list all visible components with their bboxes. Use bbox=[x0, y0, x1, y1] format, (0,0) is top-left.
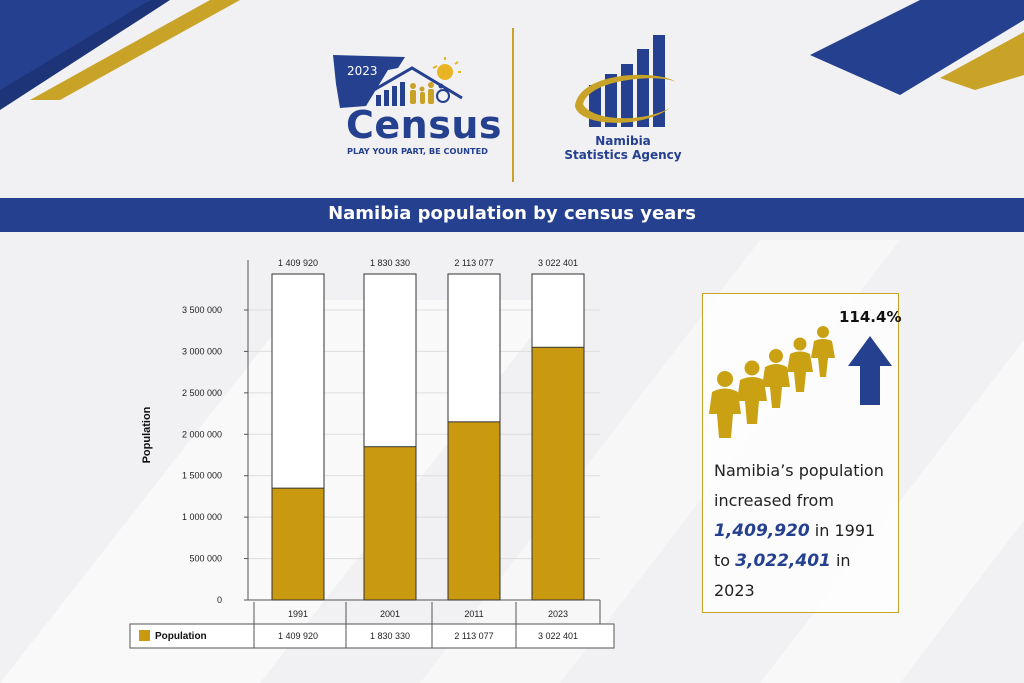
growth-text-part-2: in 1991 to bbox=[714, 521, 876, 570]
legend-label: Population bbox=[155, 631, 207, 642]
census-year-label: 2023 bbox=[347, 64, 378, 78]
people-growth-icon bbox=[709, 326, 835, 438]
y-tick-label: 3 000 000 bbox=[182, 346, 222, 356]
table-value-cell: 2 113 077 bbox=[454, 631, 493, 641]
population-2023-value: 3,022,401 bbox=[735, 551, 831, 571]
growth-text-part-3: in 2023 bbox=[714, 551, 851, 600]
table-value-cell: 3 022 401 bbox=[538, 631, 578, 641]
bar-top-label: 1 409 920 bbox=[278, 258, 318, 268]
y-axis-label: Population bbox=[141, 406, 153, 463]
nsa-bar-chart-logo-icon bbox=[575, 35, 676, 127]
x-tick-label: 2001 bbox=[380, 609, 400, 619]
population-1991-value: 1,409,920 bbox=[714, 521, 810, 541]
x-tick-label: 2023 bbox=[548, 609, 568, 619]
chart-title-banner: Namibia population by census years bbox=[0, 198, 1024, 232]
table-value-cell: 1 409 920 bbox=[278, 631, 318, 641]
y-tick-label: 1 500 000 bbox=[182, 471, 222, 481]
y-tick-label: 1 000 000 bbox=[182, 512, 222, 522]
bar-2001 bbox=[363, 446, 417, 601]
growth-percent: 114.4% bbox=[839, 308, 902, 326]
bar-top-label: 1 830 330 bbox=[370, 258, 410, 268]
bar-2011 bbox=[447, 421, 501, 601]
y-tick-label: 2 000 000 bbox=[182, 429, 222, 439]
census-tagline: PLAY YOUR PART, BE COUNTED bbox=[347, 146, 488, 156]
census-logo-house-icon bbox=[333, 55, 463, 108]
growth-text-part-1: Namibia’s population increased from bbox=[714, 461, 884, 510]
data-table-row bbox=[129, 623, 615, 649]
legend-swatch bbox=[139, 630, 150, 641]
up-arrow-icon bbox=[848, 336, 892, 405]
growth-description: Namibia’s population increased from 1,40… bbox=[714, 456, 896, 606]
x-tick-label: 2011 bbox=[464, 609, 483, 619]
agency-name: Namibia Statistics Agency bbox=[564, 134, 682, 162]
bar-top-label: 3 022 401 bbox=[538, 258, 578, 268]
bar-2023 bbox=[531, 346, 585, 601]
bar-top-label: 2 113 077 bbox=[454, 258, 493, 268]
y-tick-label: 2 500 000 bbox=[182, 388, 222, 398]
y-tick-label: 0 bbox=[217, 595, 222, 605]
bar-1991 bbox=[271, 487, 325, 601]
census-logo-word: Census bbox=[346, 103, 503, 147]
y-tick-label: 3 500 000 bbox=[182, 305, 222, 315]
x-tick-label: 1991 bbox=[288, 609, 308, 619]
table-value-cell: 1 830 330 bbox=[370, 631, 410, 641]
y-tick-label: 500 000 bbox=[189, 554, 222, 564]
